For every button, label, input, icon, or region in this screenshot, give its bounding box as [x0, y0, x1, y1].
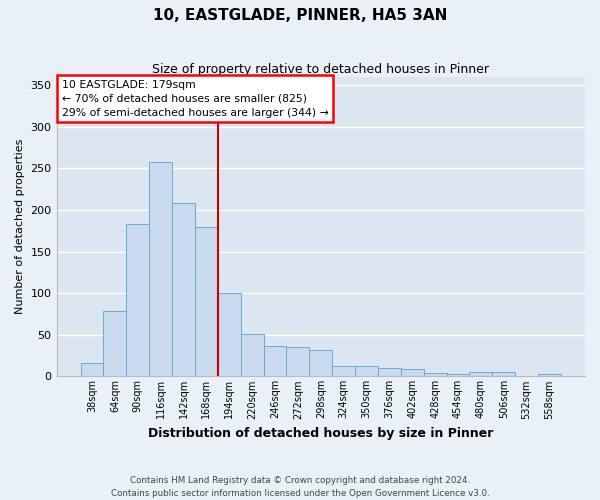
Bar: [218, 293, 241, 376]
Bar: [149, 162, 172, 376]
Bar: [355, 366, 378, 376]
Bar: [103, 312, 127, 376]
Bar: [286, 347, 310, 376]
Text: 10 EASTGLADE: 179sqm
← 70% of detached houses are smaller (825)
29% of semi-deta: 10 EASTGLADE: 179sqm ← 70% of detached h…: [62, 80, 329, 118]
Bar: [263, 346, 286, 376]
Bar: [332, 366, 355, 376]
Bar: [80, 363, 103, 376]
Bar: [493, 372, 515, 376]
Bar: [424, 373, 446, 376]
Bar: [538, 374, 561, 376]
Bar: [172, 203, 195, 376]
Bar: [241, 334, 263, 376]
Bar: [127, 224, 149, 376]
Y-axis label: Number of detached properties: Number of detached properties: [15, 139, 25, 314]
Bar: [446, 374, 469, 376]
Text: Contains HM Land Registry data © Crown copyright and database right 2024.
Contai: Contains HM Land Registry data © Crown c…: [110, 476, 490, 498]
Bar: [401, 369, 424, 376]
Title: Size of property relative to detached houses in Pinner: Size of property relative to detached ho…: [152, 62, 489, 76]
Text: 10, EASTGLADE, PINNER, HA5 3AN: 10, EASTGLADE, PINNER, HA5 3AN: [153, 8, 447, 22]
Bar: [310, 350, 332, 376]
Bar: [378, 368, 401, 376]
Bar: [469, 372, 493, 376]
X-axis label: Distribution of detached houses by size in Pinner: Distribution of detached houses by size …: [148, 427, 493, 440]
Bar: [195, 228, 218, 376]
